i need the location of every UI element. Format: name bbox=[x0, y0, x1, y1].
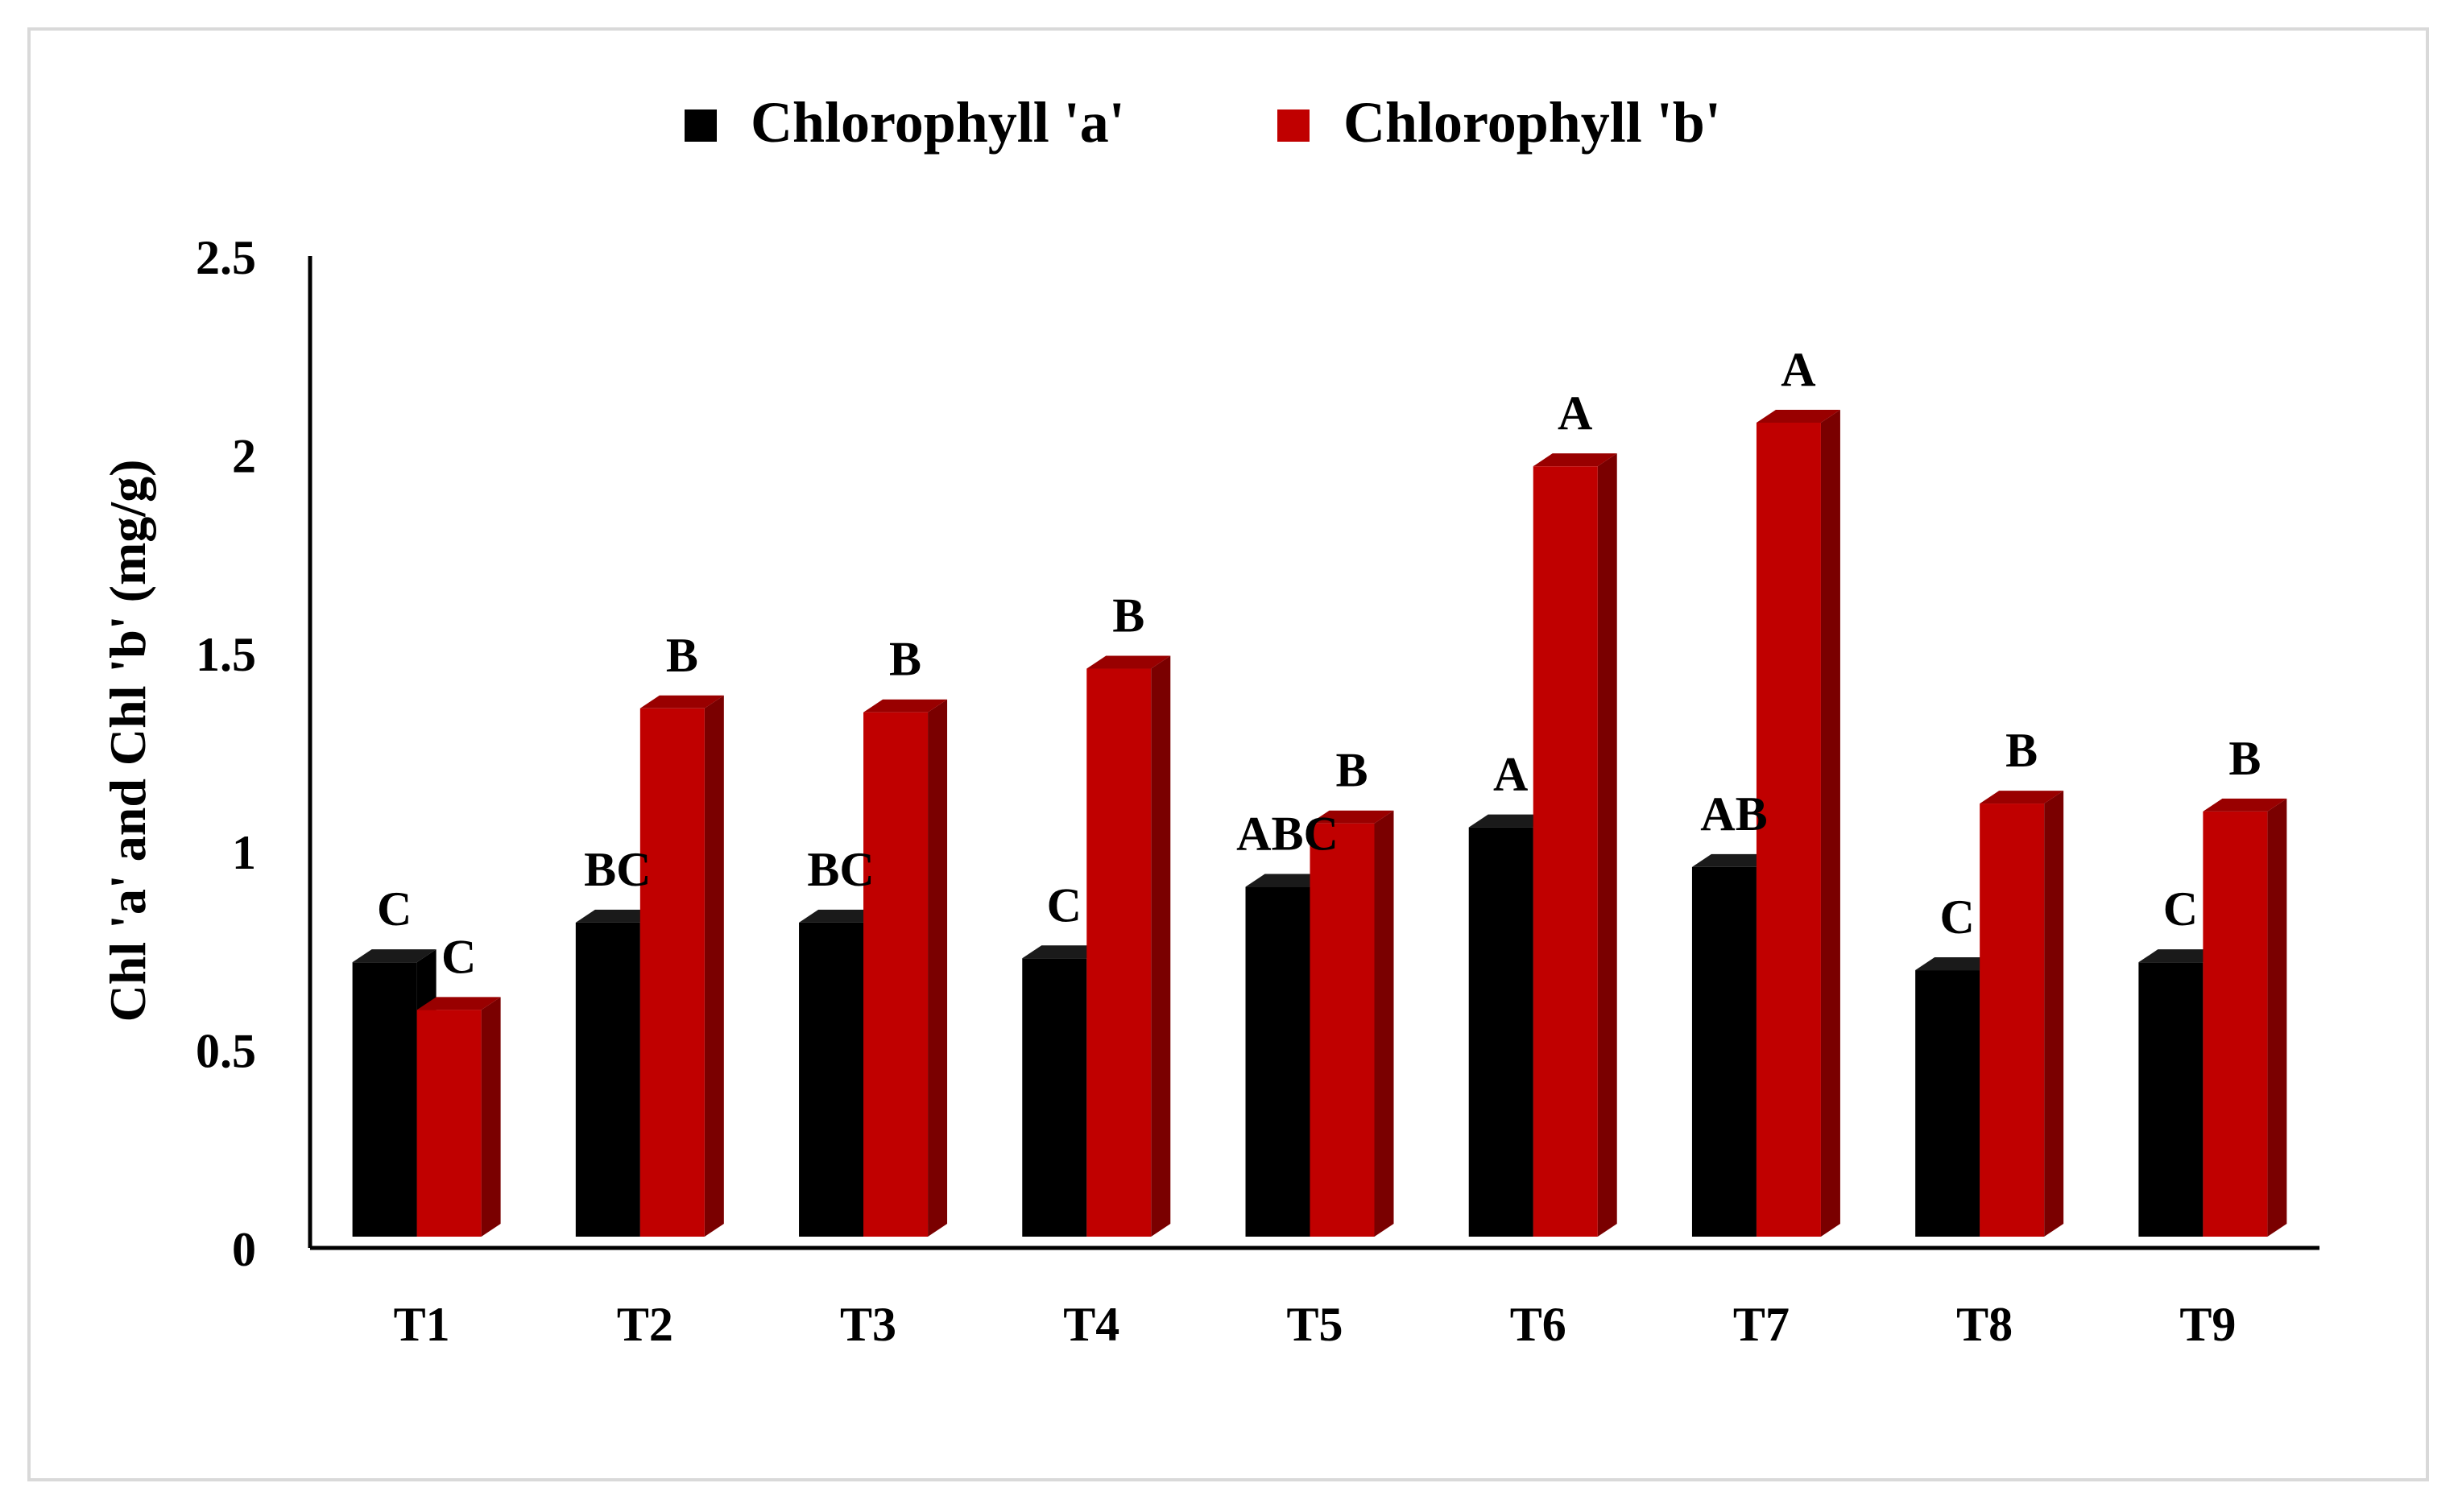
bar-top bbox=[1245, 874, 1330, 887]
bar-side bbox=[1151, 655, 1171, 1237]
bar-top bbox=[1310, 810, 1394, 824]
y-tick-label: 2 bbox=[232, 429, 256, 482]
legend-swatch bbox=[685, 109, 717, 142]
x-tick-label: T3 bbox=[840, 1298, 896, 1351]
y-tick-label: 1 bbox=[232, 826, 256, 879]
bar-front bbox=[639, 708, 705, 1237]
legend-swatch bbox=[1277, 109, 1310, 142]
data-label: A bbox=[1781, 343, 1815, 396]
bar-side bbox=[1597, 453, 1617, 1237]
data-label: B bbox=[2228, 732, 2261, 785]
bar-top bbox=[1980, 791, 2064, 804]
data-label: B bbox=[889, 633, 921, 686]
x-tick-label: T4 bbox=[1063, 1298, 1119, 1351]
bar-front bbox=[416, 1010, 482, 1237]
data-label: B bbox=[666, 629, 698, 682]
bars bbox=[352, 409, 2287, 1237]
bar-front bbox=[1915, 970, 1980, 1237]
data-label: C bbox=[1047, 878, 1082, 932]
bar-chlorophyll-b bbox=[416, 997, 501, 1237]
data-label: B bbox=[2005, 724, 2038, 777]
data-label: ABC bbox=[1236, 808, 1339, 861]
bar-front bbox=[2138, 962, 2204, 1237]
bar-front bbox=[1980, 804, 2045, 1237]
bar-chlorophyll-b bbox=[1533, 453, 1617, 1237]
bar-top bbox=[1086, 655, 1171, 669]
data-label: C bbox=[377, 882, 412, 936]
x-tick-label: T2 bbox=[617, 1298, 673, 1351]
bar-top bbox=[639, 695, 724, 708]
y-axis-label: Chl 'a' and Chl 'b' (mg/g) bbox=[99, 460, 156, 1022]
bar-side bbox=[928, 699, 948, 1237]
chart-frame bbox=[27, 27, 2429, 1481]
bar-chlorophyll-b bbox=[1756, 409, 1840, 1237]
y-tick-label: 0 bbox=[232, 1223, 256, 1276]
x-tick-label: T1 bbox=[394, 1298, 450, 1351]
bar-top bbox=[1468, 814, 1553, 828]
bar-front bbox=[1533, 466, 1598, 1237]
data-label: B bbox=[1112, 589, 1144, 642]
data-label: C bbox=[2163, 882, 2198, 936]
bar-chlorophyll-b bbox=[639, 695, 724, 1237]
bar-chlorophyll-b bbox=[1980, 791, 2064, 1237]
bar-top bbox=[416, 997, 501, 1010]
bar-front bbox=[1468, 827, 1533, 1237]
bar-front bbox=[1310, 823, 1375, 1237]
x-tick-label: T9 bbox=[2179, 1298, 2236, 1351]
bar-front bbox=[1691, 866, 1757, 1237]
data-label: BC bbox=[807, 843, 874, 896]
bar-front bbox=[2203, 811, 2268, 1237]
legend-label: Chlorophyll 'b' bbox=[1343, 90, 1721, 155]
data-label: A bbox=[1493, 748, 1528, 801]
y-tick-label: 2.5 bbox=[196, 231, 256, 284]
bar-chlorophyll-b bbox=[1086, 655, 1171, 1237]
data-label: C bbox=[441, 930, 476, 983]
legend-label: Chlorophyll 'a' bbox=[751, 90, 1125, 155]
bar-chlorophyll-b bbox=[2203, 798, 2287, 1237]
axes: 0 0.5 1 1.5 2 2.5 T1 T2 T3 T4 T5 T6 T7 T8 T9 bbox=[196, 231, 2319, 1351]
bar-side bbox=[1374, 810, 1394, 1237]
data-label: AB bbox=[1700, 787, 1767, 841]
bar-top bbox=[1533, 453, 1617, 467]
bar-front bbox=[799, 922, 864, 1237]
bar-chlorophyll-b bbox=[1310, 810, 1394, 1237]
x-tick-label: T8 bbox=[1956, 1298, 2013, 1351]
bar-side bbox=[2044, 791, 2064, 1237]
x-tick-label: T7 bbox=[1733, 1298, 1790, 1351]
data-label: C bbox=[1939, 890, 1974, 944]
data-label: A bbox=[1558, 386, 1592, 440]
bar-front bbox=[352, 962, 417, 1237]
bar-front bbox=[863, 712, 929, 1237]
bar-front bbox=[1022, 958, 1087, 1237]
bar-top bbox=[2203, 798, 2287, 812]
y-tick-label: 0.5 bbox=[196, 1025, 256, 1078]
bar-side bbox=[481, 997, 501, 1237]
bar-chlorophyll-b bbox=[863, 699, 948, 1237]
bar-top bbox=[1691, 853, 1776, 867]
bar-top bbox=[575, 909, 660, 923]
bar-side bbox=[1820, 409, 1840, 1237]
bar-top bbox=[352, 949, 437, 963]
x-tick-label: T6 bbox=[1510, 1298, 1566, 1351]
bar-top bbox=[799, 909, 883, 923]
bar-front bbox=[575, 922, 640, 1237]
bar-front bbox=[1086, 668, 1152, 1237]
data-label: BC bbox=[584, 843, 651, 896]
legend: Chlorophyll 'a' Chlorophyll 'b' bbox=[685, 90, 1721, 155]
bar-side bbox=[2267, 798, 2287, 1237]
bar-top bbox=[1022, 945, 1107, 959]
data-label: B bbox=[1335, 744, 1368, 797]
bar-front bbox=[1756, 422, 1821, 1237]
y-tick-label: 1.5 bbox=[196, 628, 256, 681]
bar-side bbox=[704, 695, 724, 1237]
x-tick-label: T5 bbox=[1286, 1298, 1343, 1351]
bar-top bbox=[2138, 949, 2223, 963]
bar-front bbox=[1245, 886, 1310, 1237]
bar-top bbox=[1915, 957, 2000, 971]
bar-top bbox=[1756, 409, 1840, 423]
bar-top bbox=[863, 699, 948, 713]
